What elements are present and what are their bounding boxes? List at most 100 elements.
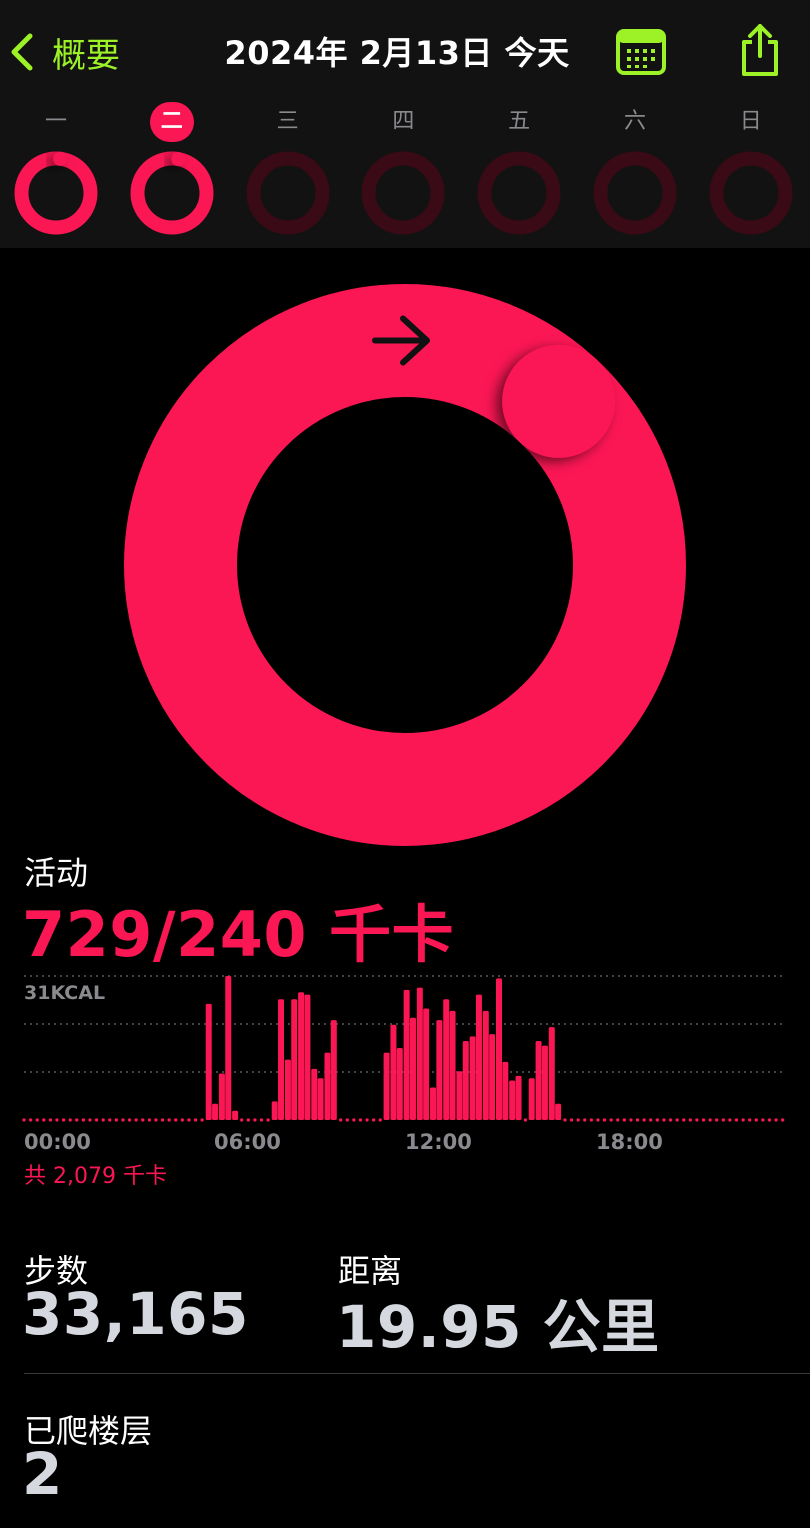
zero-dot [761,1118,765,1122]
day-cell[interactable]: 四 [355,100,451,248]
activity-bar [423,1008,430,1120]
page-title: 2024年 2月13日 今天 [224,34,570,72]
day-cell[interactable]: 一 [8,100,104,248]
zero-dot [378,1118,382,1122]
zero-dot [246,1118,250,1122]
activity-value: 729/240 千卡 [22,898,455,971]
zero-dot [635,1118,640,1122]
zero-dot [688,1118,692,1122]
activity-bar [304,994,311,1120]
zero-dot [75,1118,79,1122]
zero-dot [675,1118,679,1122]
activity-bar [430,1087,437,1120]
distance-value: 19.95 公里 [336,1293,660,1361]
zero-dot [754,1118,758,1122]
activity-bar [482,1010,489,1120]
zero-dot [642,1118,646,1122]
day-label: 日 [739,109,762,134]
activity-bar [324,1052,331,1120]
zero-dot [147,1118,151,1122]
day-cell[interactable]: 三 [240,100,336,248]
activity-bar [298,992,305,1120]
day-move-ring [709,151,793,235]
zero-dot [649,1118,653,1122]
zero-dot [682,1118,686,1122]
ring-track [130,151,214,235]
activity-total: 共 2,079 千卡 [24,1164,167,1189]
day-cell[interactable]: 六 [587,100,683,248]
day-move-ring [477,151,561,235]
zero-dot [134,1118,138,1122]
zero-dot [563,1118,567,1122]
share-button[interactable] [736,22,784,78]
day-cell[interactable]: 五 [471,100,567,248]
activity-bar [284,1059,291,1120]
ring-track [593,151,677,235]
zero-dot [602,1118,607,1122]
activity-bar [449,1010,456,1120]
activity-label: 活动 [24,854,89,892]
zero-dot [180,1118,184,1122]
day-label: 二 [149,102,194,142]
x-tick-label: 12:00 [405,1130,472,1154]
day-cell[interactable]: 二 [124,100,220,248]
x-tick-label: 06:00 [214,1130,281,1154]
zero-dot [35,1118,39,1122]
zero-dot [358,1118,363,1122]
activity-bar [502,1061,509,1120]
zero-dot [61,1118,66,1122]
zero-dot [622,1118,626,1122]
day-label: 六 [623,109,646,134]
zero-dot [721,1118,725,1122]
zero-dot [141,1118,145,1122]
week-strip: 一 二 三 四五 六 日 [0,100,810,248]
day-label: 三 [276,109,299,134]
chart-y-label: 31KCAL [24,982,106,1004]
activity-bar [396,1048,403,1120]
zero-dot [629,1118,633,1122]
zero-dot [259,1118,264,1122]
ring-track [246,151,330,235]
activity-bar [232,1110,239,1120]
floors-value: 2 [22,1440,63,1508]
activity-bar [475,994,482,1120]
zero-dot [774,1118,778,1122]
zero-dot [200,1118,204,1122]
distance-label: 距离 [338,1252,403,1290]
back-button[interactable]: 概要 [6,26,120,78]
ring-track [14,151,98,235]
activity-bar [271,1101,278,1120]
chevron-left-icon [11,33,33,71]
ring-track [361,151,445,235]
activity-bar [278,999,285,1120]
activity-bar [383,1052,390,1120]
zero-dot [715,1118,719,1122]
zero-dot [28,1118,33,1122]
x-tick-label: 18:00 [596,1130,663,1154]
zero-dot [160,1118,165,1122]
back-label: 概要 [52,35,120,76]
arrow-right-icon [372,315,430,366]
zero-dot [345,1118,349,1122]
activity-bar [330,1020,337,1120]
zero-dot [767,1118,772,1122]
zero-dot [523,1118,527,1122]
zero-dot [596,1118,600,1122]
zero-dot [695,1118,699,1122]
activity-bar [218,1073,225,1120]
calendar-button[interactable] [616,29,666,75]
activity-bar [528,1078,535,1120]
ring-end-cap [53,151,68,166]
zero-dot [728,1118,732,1122]
activity-bar [205,1003,212,1120]
ring-track [709,151,793,235]
zero-dot [94,1118,99,1122]
activity-bar [311,1068,318,1120]
zero-dot [616,1118,620,1122]
zero-dot [609,1118,613,1122]
zero-dot [174,1118,178,1122]
zero-dot [48,1118,52,1122]
activity-bar [436,1020,443,1120]
day-cell[interactable]: 日 [703,100,799,248]
zero-dot [240,1118,244,1122]
